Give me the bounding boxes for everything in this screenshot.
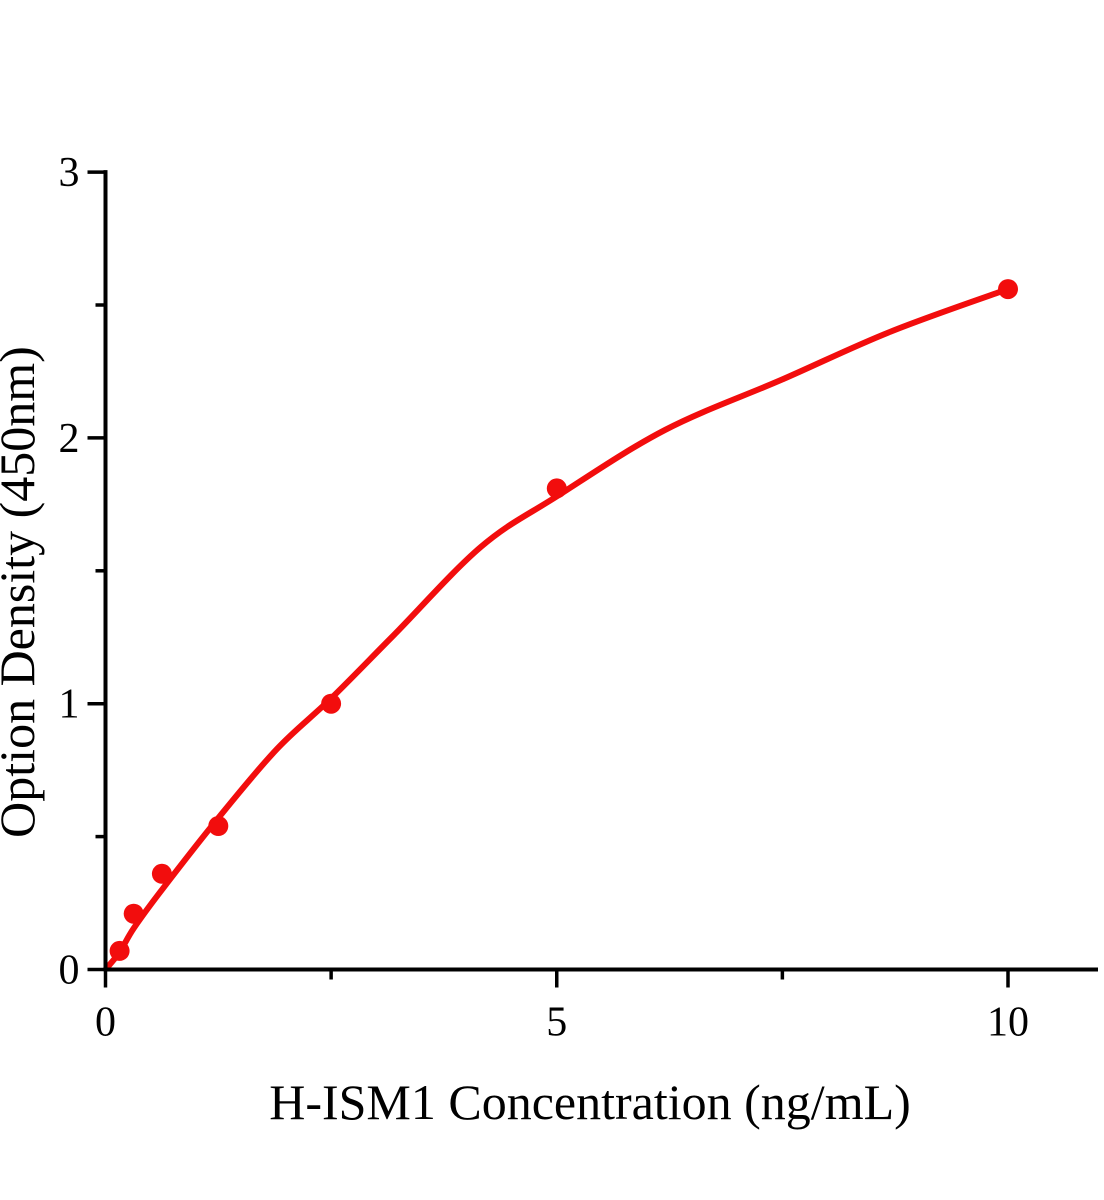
data-point-marker bbox=[208, 816, 229, 836]
data-point-marker bbox=[321, 693, 342, 714]
data-point-marker bbox=[151, 863, 172, 884]
x-tick-label: 0 bbox=[95, 1000, 116, 1046]
tick-label-layer: 0 5 10 0 1 2 3 bbox=[59, 150, 1030, 1045]
data-point-marker bbox=[109, 940, 130, 961]
y-tick-label: 3 bbox=[59, 150, 80, 196]
y-tick-label: 2 bbox=[59, 416, 80, 462]
data-point-marker bbox=[546, 478, 567, 499]
y-tick-label: 0 bbox=[59, 948, 80, 994]
x-tick-label: 5 bbox=[546, 1000, 567, 1046]
axis-layer bbox=[87, 170, 1098, 988]
y-tick-label: 1 bbox=[59, 682, 80, 728]
x-axis-title: H-ISM1 Concentration (ng/mL) bbox=[269, 1074, 911, 1130]
data-point-marker bbox=[998, 279, 1018, 300]
plot-layer bbox=[103, 279, 1018, 972]
fit-curve-line bbox=[103, 286, 1010, 972]
y-axis-title: Option Density (450nm) bbox=[0, 346, 45, 838]
x-tick-label: 10 bbox=[987, 1000, 1029, 1046]
data-point-marker bbox=[123, 903, 144, 924]
